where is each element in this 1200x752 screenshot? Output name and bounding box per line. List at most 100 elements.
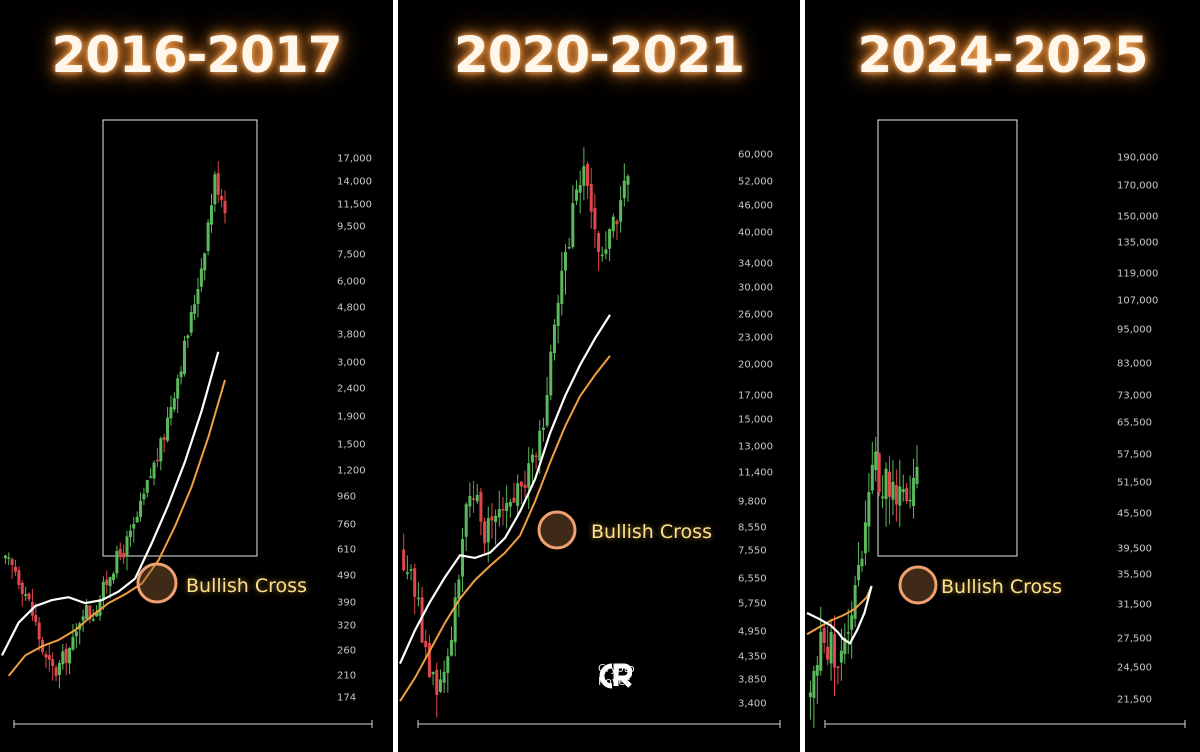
slow-moving-average-line xyxy=(7,379,226,677)
candle-body xyxy=(505,502,509,512)
candle-body xyxy=(112,573,115,580)
candle-body xyxy=(420,597,424,643)
y-tick-label: 14,000 xyxy=(337,176,372,188)
candle-body xyxy=(220,195,224,200)
candle-body xyxy=(449,639,453,656)
candle-body xyxy=(836,666,840,668)
fast-moving-average-line xyxy=(806,585,873,645)
candle-body xyxy=(7,557,11,560)
price-chart-2024-2025 xyxy=(806,119,1186,729)
slow-moving-average-line xyxy=(399,355,611,702)
y-tick-label: 3,850 xyxy=(738,674,767,686)
candle-body xyxy=(626,176,630,185)
fast-moving-average-line xyxy=(1,351,220,656)
candle-body xyxy=(37,622,41,640)
candle-body xyxy=(172,398,176,410)
candle-body xyxy=(145,479,149,493)
candle-body xyxy=(166,417,170,441)
candle-body xyxy=(508,501,512,507)
candle-body xyxy=(47,655,51,660)
y-tick-label: 610 xyxy=(337,544,357,556)
y-tick-label: 26,000 xyxy=(738,309,773,321)
candle-body xyxy=(829,631,833,664)
candle-body xyxy=(912,477,916,506)
period-title: 2016-2017 xyxy=(51,26,342,84)
candle-body xyxy=(162,437,166,440)
candle-body xyxy=(552,324,556,354)
y-tick-label: 17,000 xyxy=(738,390,773,402)
candle-body xyxy=(908,499,912,502)
candle-body xyxy=(622,180,626,199)
candle-body xyxy=(461,539,465,577)
candle-body xyxy=(582,166,586,186)
y-tick-label: 320 xyxy=(337,620,357,632)
candle-body xyxy=(833,634,836,668)
y-tick-label: 390 xyxy=(337,597,357,609)
candle-body xyxy=(435,669,439,696)
y-tick-label: 119,000 xyxy=(1117,268,1159,280)
highlight-box xyxy=(102,119,258,557)
candle-body xyxy=(61,651,65,665)
period-title: 2024-2025 xyxy=(857,26,1148,84)
candle-body xyxy=(490,516,494,521)
candle-body xyxy=(27,593,31,600)
y-tick-label: 5,750 xyxy=(738,598,767,609)
candle-body xyxy=(826,646,830,660)
candle-body xyxy=(530,454,534,463)
candle-body xyxy=(850,615,854,630)
candle-body xyxy=(57,663,61,675)
candle-body xyxy=(589,183,593,212)
candle-body xyxy=(808,692,812,697)
candle-body xyxy=(10,559,14,565)
candle-body xyxy=(516,483,520,506)
candle-body xyxy=(44,654,48,658)
candle-body xyxy=(560,270,564,304)
crypto-rover-brand: Crypto Rover xyxy=(598,662,635,689)
candle-body xyxy=(186,335,190,339)
y-tick-label: 9,500 xyxy=(337,221,366,233)
bullish-cross-label: Bullish Cross xyxy=(591,521,712,543)
candle-body xyxy=(24,594,28,596)
y-tick-label: 9,800 xyxy=(738,496,767,508)
candle-body xyxy=(464,504,468,537)
y-tick-label: 13,000 xyxy=(738,441,773,453)
candle-body xyxy=(91,619,95,621)
y-tick-label: 27,500 xyxy=(1117,633,1152,645)
candle-body xyxy=(446,656,450,673)
candle-body xyxy=(891,481,895,500)
crypto-rover-logo-icon xyxy=(599,663,632,689)
candle-body xyxy=(159,438,163,462)
candle-body xyxy=(611,216,615,232)
candle-body xyxy=(442,671,446,683)
y-tick-label: 15,000 xyxy=(738,414,773,426)
candle-body xyxy=(149,476,153,478)
y-tick-label: 23,000 xyxy=(738,332,773,344)
y-tick-label: 6,000 xyxy=(337,276,366,287)
candle-body xyxy=(905,488,909,502)
candle-body xyxy=(578,185,582,193)
y-tick-label: 34,000 xyxy=(738,258,773,270)
candle-body xyxy=(563,251,567,271)
y-tick-label: 960 xyxy=(337,491,357,503)
candle-body xyxy=(81,616,85,621)
y-tick-label: 2,400 xyxy=(337,383,366,395)
candle-body xyxy=(615,220,619,225)
candle-body xyxy=(424,640,428,648)
y-tick-label: 51,500 xyxy=(1117,477,1152,489)
y-tick-label: 52,000 xyxy=(738,176,773,188)
candle-body xyxy=(402,549,406,571)
y-tick-label: 4,350 xyxy=(738,651,767,663)
y-tick-label: 7,500 xyxy=(337,249,366,261)
y-tick-label: 20,000 xyxy=(738,359,773,371)
candle-body xyxy=(486,518,490,543)
y-tick-label: 1,200 xyxy=(337,465,366,477)
candle-body xyxy=(888,471,891,497)
candle-body xyxy=(223,200,227,214)
candle-body xyxy=(901,489,905,493)
y-tick-label: 35,500 xyxy=(1117,569,1152,581)
y-tick-label: 65,500 xyxy=(1117,417,1152,429)
y-tick-label: 57,500 xyxy=(1117,449,1152,461)
candle-body xyxy=(213,174,217,205)
y-tick-label: 17,000 xyxy=(337,153,372,165)
y-tick-label: 8,550 xyxy=(738,522,767,534)
